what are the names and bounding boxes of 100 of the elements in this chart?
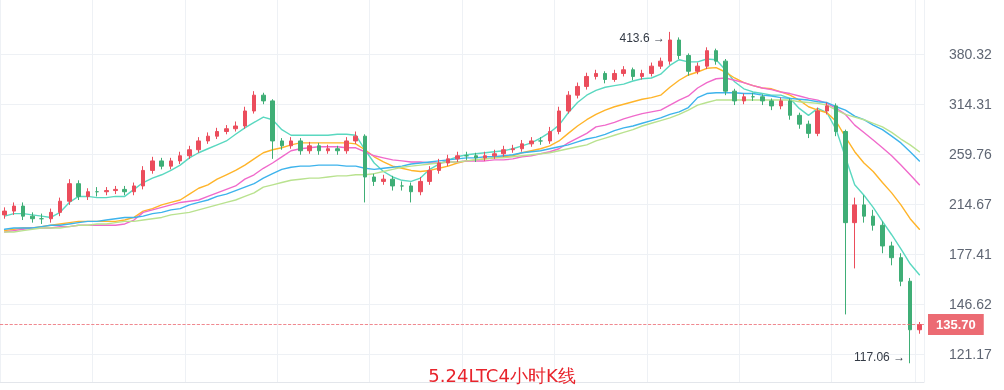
candlestick: [215, 127, 219, 140]
candlestick: [122, 185, 127, 196]
candlestick: [603, 70, 607, 84]
candlestick: [880, 220, 885, 254]
candlestick: [39, 213, 44, 225]
candlestick: [714, 48, 718, 66]
y-tick-label: 146.62: [949, 296, 993, 313]
candlestick: [483, 151, 487, 162]
candlestick: [335, 145, 340, 156]
candlestick: [206, 131, 210, 145]
candlestick: [326, 144, 330, 155]
candlestick: [658, 57, 663, 70]
candlestick: [529, 136, 534, 148]
candlestick: [76, 179, 81, 201]
candlestick: [815, 107, 820, 137]
candlestick: [409, 182, 413, 203]
candlestick: [455, 151, 460, 163]
candlestick: [640, 69, 644, 80]
candlestick: [381, 174, 386, 186]
candlestick: [871, 209, 875, 232]
candlestick: [418, 176, 423, 196]
annotation: 413.6 →: [619, 30, 665, 45]
candlestick: [233, 120, 238, 132]
candlestick: [917, 321, 922, 335]
y-tick-label: 380.32: [949, 45, 993, 62]
candlestick: [298, 137, 303, 156]
candlestick: [196, 136, 201, 154]
candlestick: [400, 180, 404, 192]
candlestick: [723, 58, 728, 96]
candlestick: [612, 69, 617, 83]
candlestick: [21, 201, 25, 221]
candlestick: [132, 182, 136, 196]
candlestick: [178, 151, 182, 165]
y-tick-label: 259.76: [949, 146, 993, 162]
candlestick: [252, 90, 256, 115]
candlestick: [187, 145, 192, 160]
candlestick: [243, 106, 247, 130]
candlestick: [852, 197, 857, 269]
candlestick: [631, 67, 635, 81]
candlestick: [769, 97, 774, 111]
candlestick: [150, 156, 155, 175]
y-tick-label: 121.17: [949, 346, 993, 363]
candlestick: [344, 136, 349, 155]
candlestick: [621, 65, 626, 77]
candlestick: [668, 31, 672, 66]
candlestick: [224, 124, 229, 135]
candlestick: [113, 185, 118, 195]
candlestick: [695, 62, 700, 75]
candlestick: [834, 102, 838, 137]
annotation: 5.24LTC4小时K线: [428, 364, 576, 386]
candlestick: [353, 131, 358, 145]
candlestick: [520, 139, 524, 153]
candlestick: [548, 126, 552, 145]
candlestick: [104, 186, 109, 196]
candlestick: [437, 158, 441, 175]
candlestick: [899, 252, 903, 287]
candlestick: [446, 154, 450, 167]
candlestick: [261, 92, 266, 105]
candlestick: [289, 136, 293, 150]
candlestick: [557, 106, 561, 135]
candlestick: [159, 157, 164, 170]
candlestick: [307, 141, 312, 155]
candlestick: [169, 157, 173, 170]
y-tick-label: 214.67: [949, 196, 993, 213]
candlestick: [788, 97, 792, 121]
candlestick: [372, 173, 376, 187]
candlestick: [908, 277, 912, 364]
candlestick: [760, 93, 765, 106]
candlestick: [686, 52, 691, 77]
candlestick: [280, 137, 284, 151]
candlestick: [30, 211, 35, 224]
candlestick: [575, 82, 580, 99]
candlestick: [889, 241, 894, 266]
candlestick: [779, 97, 783, 110]
candlestick: [270, 98, 275, 160]
candlestick: [49, 208, 53, 224]
candlestick: [501, 145, 506, 158]
candlestick: [363, 133, 367, 203]
candlestick: [806, 120, 811, 139]
candlestick: [594, 69, 598, 80]
candlestick: [677, 36, 681, 60]
candlestick: [843, 129, 848, 315]
candlestick: [584, 72, 589, 91]
candlestick: [317, 142, 321, 156]
candlestick: [67, 178, 72, 206]
candlestick: [732, 88, 737, 106]
candlestick: [492, 149, 497, 160]
y-tick-label: 314.31: [949, 95, 993, 112]
candlestick: [742, 93, 746, 105]
line-series: [3, 58, 921, 276]
candlestick: [58, 197, 62, 217]
candlestick: [825, 102, 829, 115]
annotation: 117.06 →: [853, 350, 906, 365]
candlestick: [12, 201, 16, 216]
candlestick: [862, 194, 866, 224]
candlestick: [2, 206, 7, 220]
y-tick-label: 177.41: [949, 246, 993, 263]
candlestick: [141, 165, 145, 190]
candlestick: [797, 112, 802, 130]
candlestick: [511, 144, 515, 154]
